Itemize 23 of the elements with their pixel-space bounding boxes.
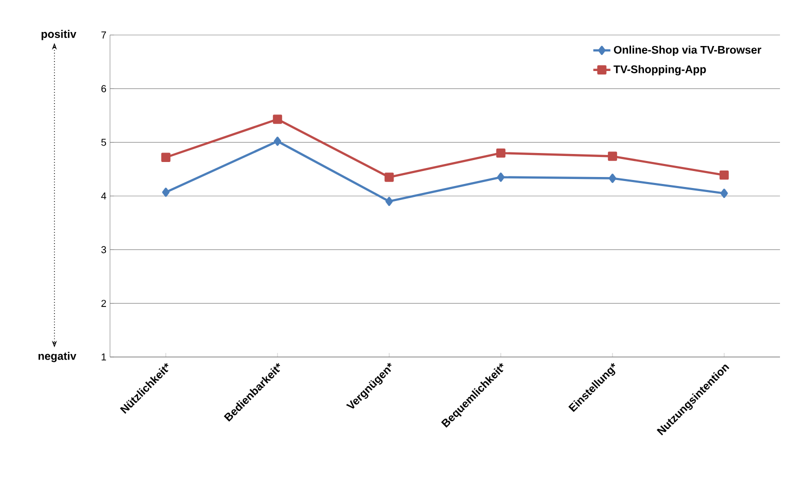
point xyxy=(161,152,170,162)
point xyxy=(720,170,729,180)
point xyxy=(162,188,170,197)
point xyxy=(497,172,505,182)
point xyxy=(384,172,394,182)
text: negativ xyxy=(38,352,76,362)
y-tick-label: 3 xyxy=(101,246,106,254)
point xyxy=(385,196,393,206)
legend-label: TV-Shopping-App xyxy=(614,65,706,76)
point xyxy=(272,114,282,124)
y-tick-label: 7 xyxy=(101,32,106,38)
y-tick-label: 5 xyxy=(101,138,106,146)
y-tick-label: 1 xyxy=(102,354,106,360)
point xyxy=(496,148,506,158)
y-tick-label: 4 xyxy=(101,192,106,200)
y-tick-label: 2 xyxy=(101,300,106,307)
point xyxy=(608,152,618,161)
point xyxy=(720,188,728,198)
y-tick-label: 6 xyxy=(101,85,106,92)
point xyxy=(274,136,282,146)
text: positiv xyxy=(42,30,76,40)
legend-label: Online-Shop via TV-Browser xyxy=(614,46,762,56)
point xyxy=(608,174,616,183)
